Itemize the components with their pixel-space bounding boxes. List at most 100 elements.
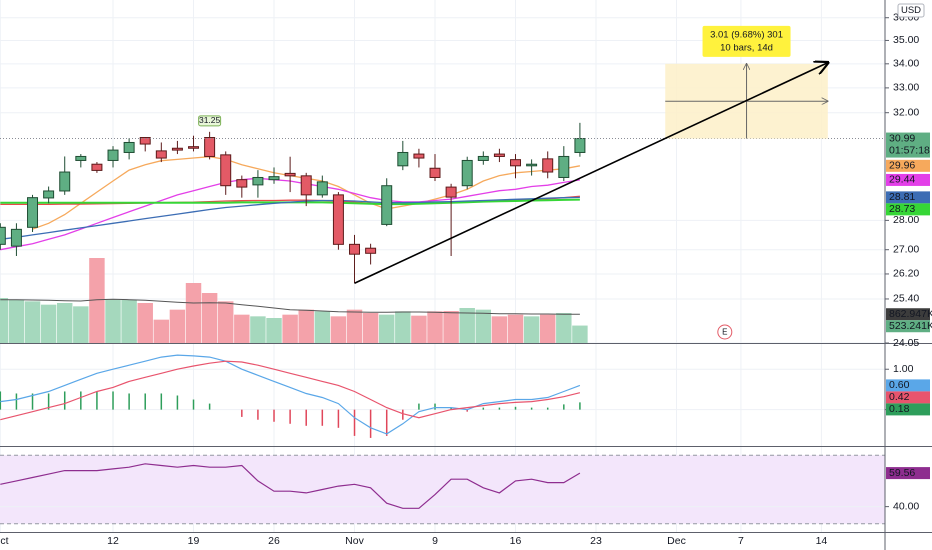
histogram-bar <box>337 409 340 428</box>
price-tag-box <box>886 403 930 416</box>
y-tick-label: 24.05 <box>893 337 919 349</box>
volume-bar <box>314 311 331 343</box>
histogram-bar <box>208 403 211 410</box>
y-tick-label: 34.00 <box>893 58 919 70</box>
candle-body <box>477 155 489 161</box>
currency-box <box>897 3 925 18</box>
histogram-bar <box>80 391 82 410</box>
candle-body <box>91 163 103 171</box>
y-tick-label: 28.00 <box>893 214 919 226</box>
rsi-band <box>0 455 885 524</box>
candle-body <box>0 226 6 245</box>
countdown: 01:57:18 <box>889 144 930 156</box>
volume-bar <box>185 283 202 343</box>
y-tick-label: 25.40 <box>893 293 919 305</box>
price-tag: 862.947K <box>889 308 932 320</box>
histogram-bar <box>514 406 517 410</box>
histogram-bar <box>0 391 2 410</box>
histogram-bar <box>96 391 98 410</box>
y-tick-label: 32.00 <box>893 106 919 118</box>
candle-body <box>558 155 570 178</box>
price-tag: 0.42 <box>889 391 910 403</box>
price-tag: 29.96 <box>889 160 915 172</box>
candle-body <box>139 137 151 145</box>
volume-bar <box>459 308 475 343</box>
candle-body <box>526 163 538 167</box>
x-tick-label: 19 <box>188 535 200 547</box>
candle-body <box>123 141 135 153</box>
histogram-bar <box>434 403 436 410</box>
histogram-bar <box>144 393 146 410</box>
x-tick-label: 7 <box>738 535 744 547</box>
x-tick-label: 9 <box>432 535 438 547</box>
y-tick-label: 35.00 <box>893 34 919 46</box>
candle-body <box>10 228 22 247</box>
histogram-bar <box>418 403 420 410</box>
volume-bar <box>217 301 234 343</box>
moving-average <box>0 196 580 240</box>
volume-bar <box>137 303 153 343</box>
volume-bar <box>56 303 73 343</box>
candle-body <box>413 153 425 159</box>
volume-bar <box>475 309 492 343</box>
earnings-label: E <box>722 328 727 337</box>
histogram-bar <box>15 393 18 410</box>
volume-bar <box>443 311 459 343</box>
histogram-bar <box>402 409 404 420</box>
volume-bar <box>201 293 218 343</box>
histogram-bar <box>160 393 163 410</box>
macd-line <box>0 354 581 435</box>
histogram-bar <box>273 409 275 422</box>
candle-body <box>429 167 441 178</box>
candle-body <box>188 146 200 149</box>
high-label: 31.25 <box>199 115 221 125</box>
histogram-bar <box>530 407 533 410</box>
candle-body <box>204 137 216 157</box>
volume-bar <box>40 304 57 343</box>
plot: 31.25 3.01 (9.68%) 301 10 bars, 14d E <box>0 25 885 509</box>
y-tick-label: 33.00 <box>893 82 919 94</box>
histogram-bar <box>305 409 307 426</box>
earnings-marker <box>717 324 733 340</box>
volume-bar <box>73 306 89 343</box>
candle-body <box>59 171 71 192</box>
trendline <box>354 63 828 284</box>
price-tag: 28.73 <box>889 203 915 215</box>
candle-body <box>155 150 167 159</box>
volume-bar <box>234 314 250 343</box>
candle-body <box>381 185 393 225</box>
candle-body <box>171 147 183 151</box>
volume-bar <box>491 316 508 343</box>
histogram-bar <box>31 393 34 410</box>
candle-body <box>493 153 505 157</box>
y-tick-label: 40.00 <box>893 500 919 512</box>
volume-bar <box>121 299 137 343</box>
histogram-bar <box>176 395 179 410</box>
histogram-bar <box>47 393 50 410</box>
price-tag-box <box>886 308 930 321</box>
histogram-bar <box>128 393 130 410</box>
price-tag: 523.241K <box>889 320 932 332</box>
x-tick-label: 12 <box>107 535 119 547</box>
volume-bar <box>8 299 25 343</box>
x-tick-label: 23 <box>590 535 602 547</box>
histogram-bar <box>579 402 581 410</box>
volume-bar <box>411 315 427 343</box>
histogram-bar <box>385 409 388 436</box>
candle-body <box>252 176 264 186</box>
candle-body <box>300 175 312 196</box>
x-tick-label: Dec <box>667 535 686 547</box>
candle-body <box>268 176 280 181</box>
measure-label: 3.01 (9.68%) 301 <box>710 29 783 40</box>
candle-body <box>75 155 87 161</box>
x-tick-label: 14 <box>816 535 828 547</box>
volume-bar <box>169 309 186 343</box>
volume-bar <box>556 313 572 343</box>
candle-body <box>27 197 39 228</box>
histogram-bar <box>450 407 452 410</box>
histogram-bar <box>353 409 356 436</box>
volume-bar <box>105 299 121 343</box>
